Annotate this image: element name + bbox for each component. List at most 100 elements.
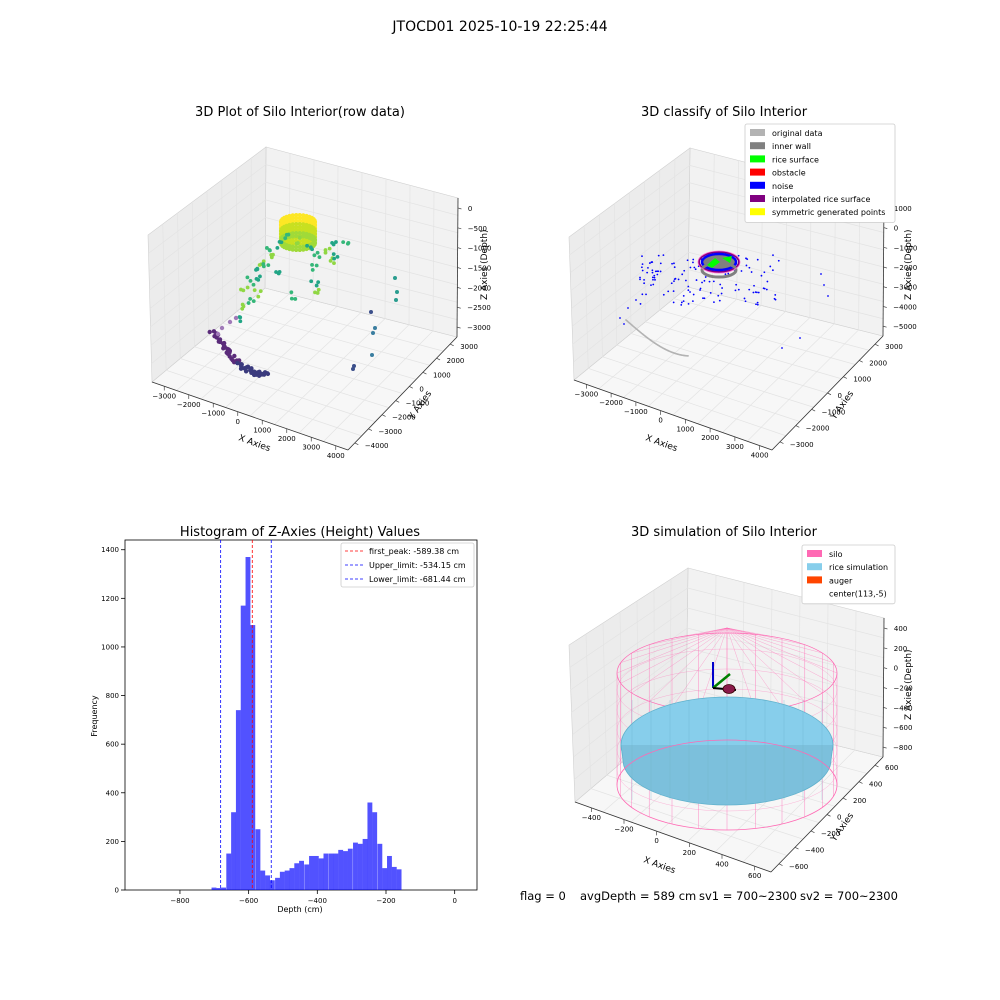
simulation-xlabel: X Axies [642,855,677,876]
raw-point [297,230,302,236]
auger-axis-y [712,673,731,689]
noise-point [820,273,822,275]
raw-point [258,289,263,294]
noise-point [652,278,654,281]
raw-point [287,222,292,228]
noise-point [683,269,686,272]
raw-point [269,255,274,260]
raw-point [301,234,306,239]
raw-point [310,262,314,267]
raw-point [289,290,294,295]
noise-point [687,285,690,288]
raw-point [334,240,338,244]
silo-roof-wire [726,627,834,663]
interpolated-rice-surface [698,251,740,273]
raw-point [290,238,295,243]
silo-roof-wire [631,627,728,694]
noise-point [755,303,757,306]
classify-plot-ylabel: Y Axies [829,389,857,422]
noise-point [748,288,751,291]
gridline [151,269,458,364]
noise-point [762,287,765,290]
x-axis-line [573,379,773,451]
z-tick-label: −500 [468,225,487,233]
gridline [150,252,458,346]
raw-point [252,288,257,293]
raw-point [316,280,321,285]
raw-point [297,227,302,233]
legend-label: symmetric generated points [772,208,885,217]
noise-point [691,300,694,303]
gridline [571,627,884,713]
noise-point [756,258,759,261]
y-tick-label: 2000 [447,357,465,365]
x-tick-label: −200 [614,826,633,834]
raw-point [323,248,328,252]
x-tick-label: 400 [715,861,728,869]
noise-point [745,264,748,267]
raw-point [251,299,256,304]
noise-point [766,280,769,283]
noise-point [651,271,654,274]
noise-point [765,288,768,291]
histogram-bar [284,870,290,890]
raw-point [207,329,212,335]
histogram-bar [299,860,304,890]
gridline [623,160,739,398]
noise-point [648,262,651,264]
silo-roof-wire [698,627,728,635]
silo-roof-wire [726,627,834,684]
raw-point [296,241,300,245]
noise-point [657,254,660,257]
noise-point [693,266,696,269]
gridline [149,199,458,291]
z-tick [882,746,887,749]
raw-point [287,225,292,231]
raw-point [290,241,295,246]
raw-point [312,253,317,258]
raw-point [275,245,280,250]
gridline [570,199,884,291]
raw-point [232,353,237,359]
x-tick-label: −3000 [152,392,176,400]
gridline [177,212,376,423]
z-tick [457,287,461,289]
histogram-bar [362,838,368,890]
z-tick [457,207,462,210]
legend-label: rice surface [772,155,819,164]
classify-plot: 3D classify of Silo Interior −3000−2000−… [568,105,917,460]
y-tick [354,442,359,446]
classify-plot-legend: original data inner wall rice surface obsta… [744,123,896,223]
raw-point [266,263,271,267]
raw-plot-points [207,212,399,378]
raw-point [335,254,340,259]
noise-point [656,273,659,276]
classify-plot-xlabel: X Axies [644,433,679,454]
noise-point [703,279,706,282]
legend-swatch [750,155,765,163]
legend-frame [801,544,896,605]
x-tick-label: 3000 [302,443,320,451]
y-tick-label: 400 [106,789,119,797]
noise-point [799,337,801,339]
y-tick-label: 3000 [885,343,903,351]
legend-frame [744,123,896,223]
raw-point [301,219,306,224]
noise-point [654,278,656,281]
y-tick-label: 400 [869,781,882,789]
raw-point [290,213,295,218]
legend-label: center(113,-5) [829,590,887,599]
noise-point [650,284,652,287]
y-tick-label: −1000 [406,400,430,408]
raw-point [290,222,295,227]
y-tick [811,408,816,412]
histogram-bar [377,843,383,890]
y-tick-label: −2000 [806,425,830,433]
noise-point [686,259,689,262]
z-tick [883,227,888,229]
histogram-bar [255,829,261,890]
histogram-bar [275,877,280,890]
noise-point [639,276,641,279]
noise-point [712,280,715,283]
